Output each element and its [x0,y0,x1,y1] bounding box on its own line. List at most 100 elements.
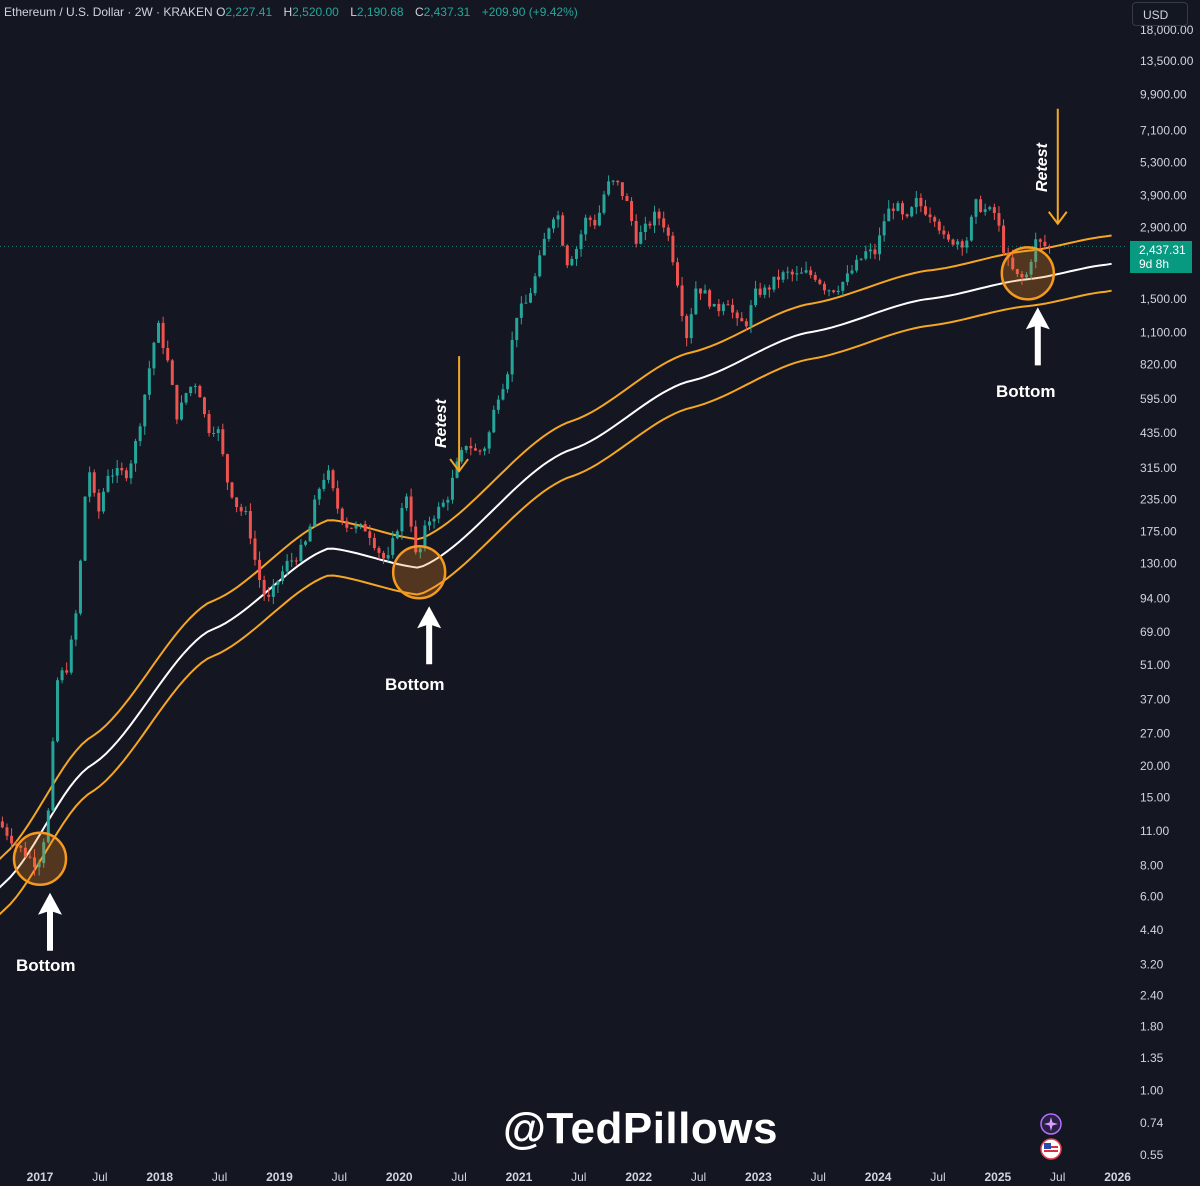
candle [735,309,739,326]
y-tick-label: 235.00 [1140,492,1177,506]
open-label: O [216,5,226,19]
candle [630,197,634,226]
candle [896,200,900,212]
candle [561,212,565,247]
bottom-label-2025: Bottom [996,382,1056,401]
candle [607,175,611,197]
candle [230,481,234,500]
candle [547,227,551,242]
candle [405,493,409,511]
candle [551,217,555,233]
candle [832,289,836,294]
x-tick-label: Jul [451,1170,466,1184]
candle [1020,271,1024,285]
candle [441,499,445,508]
candle [299,539,303,563]
x-tick-label: 2018 [146,1170,173,1184]
candle [781,270,785,283]
candle [157,320,161,343]
candle [740,312,744,322]
candle [202,396,206,418]
x-tick-label: 2019 [266,1170,293,1184]
candle [496,395,500,414]
candle [124,467,128,482]
currency-button[interactable]: USD [1132,2,1188,26]
candle [942,225,946,239]
us-flag-icon[interactable] [1040,1138,1062,1160]
candle [1025,272,1029,279]
candle [78,559,82,616]
candle [483,446,487,456]
candle [868,243,872,259]
candle [368,525,372,546]
candle [519,296,523,325]
candle [643,216,647,241]
candle [1034,232,1038,269]
candle [239,503,243,517]
candle [382,550,386,564]
bottom-circle [1000,246,1056,301]
candle [864,245,868,261]
candle [616,180,620,186]
candle [460,447,464,464]
y-tick-label: 595.00 [1140,392,1177,406]
retest-arrow-head [449,458,469,473]
x-tick-label: Jul [1050,1170,1065,1184]
candle [354,521,358,534]
candle [813,271,817,282]
candle [46,808,50,844]
y-tick-label: 1,500.00 [1140,292,1187,306]
candle [827,289,831,297]
low-value: 2,190.68 [356,5,404,19]
sparkle-icon[interactable] [1040,1113,1062,1135]
x-tick-label: Jul [212,1170,227,1184]
x-tick-label: 2024 [865,1170,892,1184]
close-label: C [414,5,424,19]
candle [331,468,335,492]
candle [349,527,353,530]
candle [538,250,542,278]
candle [790,269,794,282]
candle [92,469,96,497]
candle [285,554,289,576]
candle [336,480,340,514]
y-tick-label: 3.20 [1140,957,1164,971]
candle [666,224,670,242]
candle [928,207,932,223]
candle [969,214,973,242]
candle [675,257,679,288]
candle [726,300,730,306]
candle [974,198,978,224]
open-value: 2,227.41 [225,5,273,19]
bar-countdown: 9d 8h [1139,257,1170,271]
candle [772,276,776,293]
close-value: 2,437.31 [423,5,471,19]
candle [120,462,124,476]
candle [694,281,698,315]
candle [221,423,225,457]
y-tick-label: 2.40 [1140,989,1164,1003]
y-tick-label: 6.00 [1140,889,1164,903]
candle [859,258,863,261]
candle [662,211,666,233]
candle [721,302,725,316]
candle [372,533,376,551]
y-tick-label: 9,900.00 [1140,88,1187,102]
candle [593,214,597,230]
bottom-circle [391,544,447,600]
high-value: 2,520.00 [292,5,339,19]
candle [134,438,138,472]
candle [767,284,771,298]
candle [253,530,257,566]
candle [69,635,73,675]
candle [290,552,294,568]
candle [855,255,859,273]
candle [225,453,229,491]
regression-line [0,262,1112,889]
candle [754,280,758,308]
x-tick-label: 2026 [1104,1170,1131,1184]
candle [515,317,519,348]
high-label: H [283,5,293,19]
candle [340,507,344,526]
